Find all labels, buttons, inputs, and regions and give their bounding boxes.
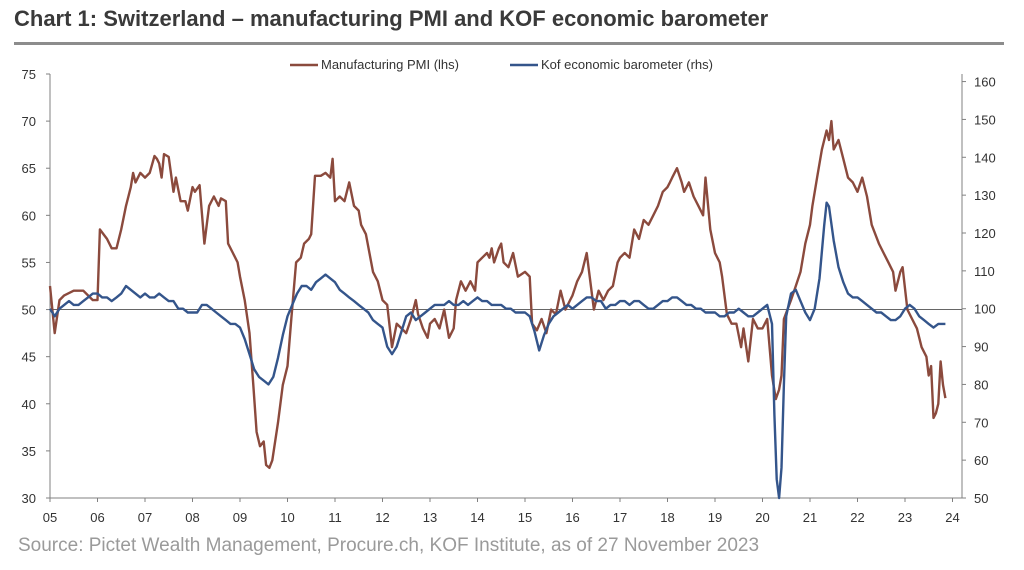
chart-title: Chart 1: Switzerland – manufacturing PMI… — [14, 6, 769, 31]
x-tick-label: 10 — [280, 510, 294, 525]
y-tick-label-right: 70 — [974, 415, 988, 430]
x-tick-label: 22 — [850, 510, 864, 525]
y-tick-label-left: 35 — [22, 444, 36, 459]
x-tick-label: 23 — [898, 510, 912, 525]
y-tick-label-left: 40 — [22, 397, 36, 412]
y-tick-label-right: 160 — [974, 75, 996, 90]
y-tick-label-left: 75 — [22, 67, 36, 82]
y-tick-label-right: 100 — [974, 302, 996, 317]
y-tick-label-right: 120 — [974, 226, 996, 241]
y-tick-label-right: 130 — [974, 188, 996, 203]
x-tick-label: 14 — [470, 510, 484, 525]
x-tick-label: 09 — [233, 510, 247, 525]
y-tick-label-left: 30 — [22, 491, 36, 506]
x-tick-label: 15 — [518, 510, 532, 525]
x-tick-label: 19 — [708, 510, 722, 525]
legend-item-kof-label: Kof economic barometer (rhs) — [541, 57, 713, 72]
x-tick-label: 07 — [138, 510, 152, 525]
x-tick-label: 24 — [945, 510, 959, 525]
x-tick-label: 05 — [43, 510, 57, 525]
y-tick-label-left: 70 — [22, 114, 36, 129]
source-note: Source: Pictet Wealth Management, Procur… — [18, 535, 760, 556]
x-tick-label: 17 — [613, 510, 627, 525]
x-tick-label: 06 — [90, 510, 104, 525]
title-divider — [14, 42, 1004, 45]
y-tick-label-left: 65 — [22, 161, 36, 176]
y-tick-label-right: 80 — [974, 377, 988, 392]
legend-item-pmi-label: Manufacturing PMI (lhs) — [321, 57, 459, 72]
x-tick-label: 13 — [423, 510, 437, 525]
chart-svg: 30 35 40 45 50 55 60 65 70 75 50 60 70 80 90 100 110 120 1… — [22, 57, 996, 525]
y-tick-label-right: 110 — [974, 264, 995, 279]
series-line-kof — [48, 201, 946, 500]
x-tick-label: 08 — [185, 510, 199, 525]
y-tick-label-right: 140 — [974, 150, 996, 165]
y-tick-label-right: 90 — [974, 340, 988, 355]
y-tick-label-left: 60 — [22, 208, 36, 223]
y-tick-label-left: 55 — [22, 255, 36, 270]
x-tick-label: 21 — [803, 510, 817, 525]
series-line-pmi — [48, 119, 947, 469]
y-tick-label-left: 50 — [22, 303, 36, 318]
y-tick-label-left: 45 — [22, 350, 36, 365]
y-tick-label-right: 50 — [974, 491, 988, 506]
x-tick-label: 16 — [565, 510, 579, 525]
x-tick-label: 18 — [660, 510, 674, 525]
x-tick-label: 20 — [755, 510, 769, 525]
x-tick-label: 12 — [375, 510, 389, 525]
x-tick-label: 11 — [328, 510, 342, 525]
y-tick-label-right: 60 — [974, 453, 988, 468]
y-tick-label-right: 150 — [974, 112, 996, 127]
